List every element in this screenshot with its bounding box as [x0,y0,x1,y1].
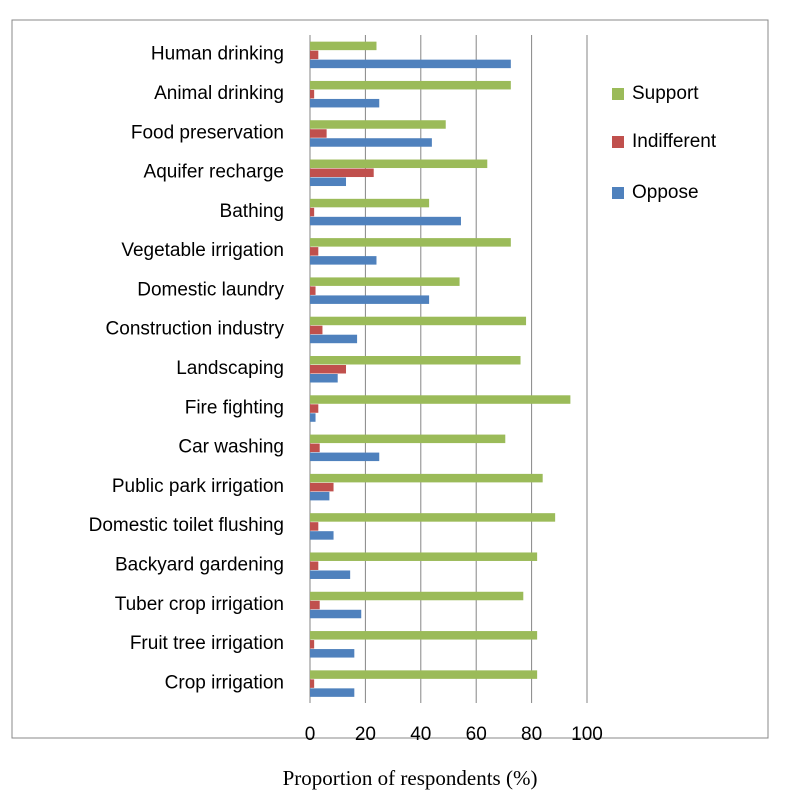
bar [310,443,320,453]
bar [310,561,319,570]
legend-swatch [612,88,624,100]
bar [310,491,330,501]
y-tick-label: Landscaping [176,358,284,379]
y-tick-label: Food preservation [131,122,284,143]
bar [310,59,511,69]
bar [310,531,334,540]
bar [310,216,461,226]
y-tick-label: Aquifer recharge [144,162,284,183]
bar [310,374,338,383]
y-tick-label: Backyard gardening [115,554,284,575]
bar [310,295,430,304]
x-tick-label: 60 [466,724,487,745]
bar [310,452,380,462]
bar [310,434,506,444]
legend-label: Support [632,83,699,104]
y-tick-label: Fruit tree irrigation [130,633,284,654]
y-tick-label: Human drinking [151,44,284,65]
bar [310,89,315,99]
bar [310,570,351,579]
bar [310,168,374,178]
bar [310,159,488,169]
bar [310,473,543,483]
x-tick-label: 100 [571,724,603,745]
bar [310,316,527,326]
bar [310,591,524,601]
y-tick-label: Bathing [220,201,284,222]
bar [310,513,556,522]
bar [310,670,538,679]
bar [310,688,355,697]
bar [310,325,323,335]
legend-label: Indifferent [632,131,717,152]
bar [310,609,362,619]
y-tick-label: Domestic toilet flushing [89,515,284,536]
bar [310,404,319,413]
x-tick-label: 40 [410,724,431,745]
bar [310,522,319,531]
bar [310,129,327,138]
bar [310,277,460,286]
bar [310,356,521,365]
bar [310,50,319,60]
bar [310,98,380,108]
bar [310,177,347,187]
y-tick-label: Domestic laundry [137,279,284,300]
bar [310,552,538,561]
y-tick-label: Crop irrigation [165,672,284,693]
bar [310,365,347,374]
bar [310,334,358,344]
bar [310,198,430,208]
bar [310,41,377,51]
y-tick-label: Tuber crop irrigation [115,594,284,615]
legend-swatch [612,187,624,199]
bar [310,120,446,129]
bar [310,600,320,610]
bar [310,413,316,422]
bar [310,649,355,658]
x-axis-title: Proportion of respondents (%) [283,766,538,790]
bar [310,238,511,247]
y-tick-label: Animal drinking [154,83,284,104]
x-tick-label: 80 [521,724,542,745]
bar [310,138,432,147]
x-tick-label: 20 [355,724,376,745]
legend-label: Oppose [632,182,699,203]
bar [310,207,315,217]
bar [310,482,334,492]
bar [310,80,511,90]
y-tick-label: Fire fighting [185,397,284,418]
y-tick-label: Car washing [178,437,284,458]
bar [310,631,538,640]
chart-border [11,19,769,739]
bar [310,247,319,256]
legend-swatch [612,136,624,148]
bar [310,395,571,404]
y-tick-label: Public park irrigation [112,476,284,497]
bar [310,286,316,295]
x-tick-label: 0 [305,724,316,745]
bar [310,640,315,649]
y-tick-label: Construction industry [106,319,285,340]
bar [310,679,315,688]
bar [310,256,377,265]
y-tick-label: Vegetable irrigation [121,240,284,261]
